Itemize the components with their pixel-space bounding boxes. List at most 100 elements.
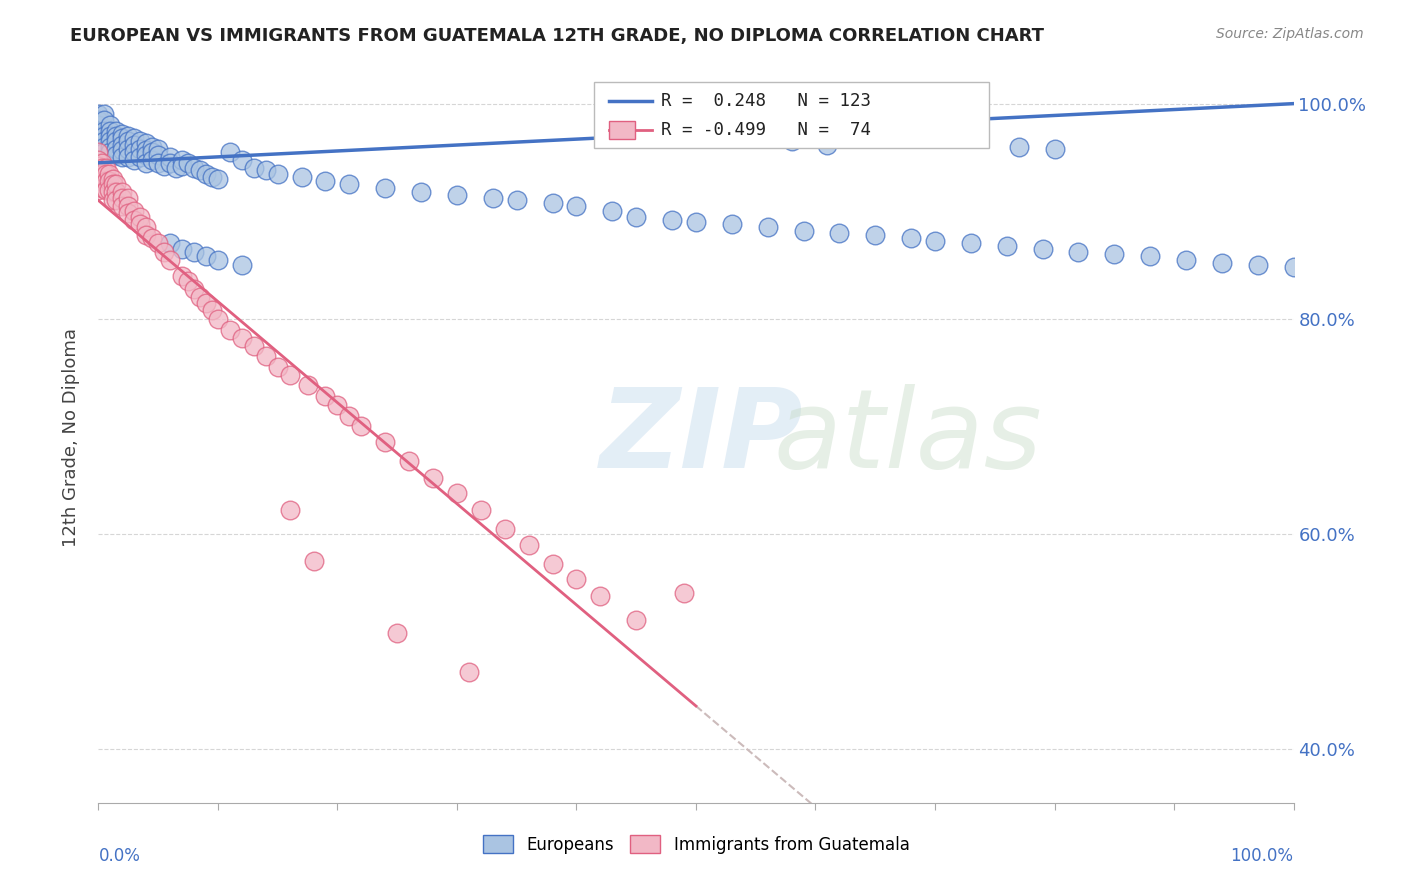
Point: [93, 112, 115, 127]
Point: [721, 217, 744, 231]
Point: [124, 137, 146, 152]
Point: [900, 231, 922, 245]
Point: [91, 174, 114, 188]
Point: [374, 435, 396, 450]
Point: [124, 145, 146, 159]
Point: [602, 204, 624, 219]
Point: [565, 199, 588, 213]
Point: [148, 148, 170, 162]
Point: [98, 183, 121, 197]
Point: [94, 161, 117, 176]
Point: [129, 217, 152, 231]
Point: [135, 136, 157, 151]
Point: [172, 153, 194, 167]
Point: [1139, 249, 1161, 263]
Point: [278, 503, 301, 517]
Point: [183, 161, 205, 176]
Point: [117, 142, 139, 156]
Point: [172, 159, 194, 173]
Point: [1211, 256, 1233, 270]
Point: [87, 107, 110, 121]
Text: 100.0%: 100.0%: [1230, 847, 1294, 864]
Point: [98, 118, 122, 132]
Point: [91, 180, 114, 194]
Point: [195, 295, 218, 310]
Point: [87, 134, 110, 148]
Point: [93, 145, 115, 159]
Point: [135, 143, 157, 157]
Point: [148, 142, 170, 156]
Point: [565, 572, 588, 586]
Text: ZIP: ZIP: [600, 384, 804, 491]
Point: [219, 322, 242, 336]
Point: [159, 252, 181, 267]
Point: [111, 137, 134, 152]
Point: [117, 128, 139, 143]
Text: 0.0%: 0.0%: [98, 847, 141, 864]
Point: [780, 134, 803, 148]
Point: [219, 145, 242, 159]
Text: atlas: atlas: [773, 384, 1042, 491]
Legend: Europeans, Immigrants from Guatemala: Europeans, Immigrants from Guatemala: [475, 829, 917, 860]
Point: [141, 153, 163, 167]
Point: [148, 236, 170, 251]
Point: [111, 127, 134, 141]
Point: [207, 172, 229, 186]
Point: [231, 331, 253, 345]
Point: [815, 137, 838, 152]
Point: [98, 134, 122, 148]
Point: [87, 123, 110, 137]
Point: [87, 145, 110, 159]
FancyBboxPatch shape: [595, 82, 988, 148]
Point: [87, 153, 110, 167]
Point: [135, 220, 157, 235]
Point: [148, 155, 170, 169]
Point: [111, 185, 134, 199]
Point: [267, 167, 290, 181]
Point: [195, 167, 218, 181]
Point: [756, 220, 779, 235]
Point: [87, 183, 110, 197]
Point: [231, 153, 253, 167]
Point: [93, 123, 115, 137]
Point: [172, 268, 194, 283]
Point: [111, 150, 134, 164]
Point: [111, 191, 134, 205]
Point: [1067, 245, 1090, 260]
Point: [93, 139, 115, 153]
Point: [291, 169, 314, 184]
Point: [105, 123, 128, 137]
Point: [458, 665, 481, 679]
Point: [183, 282, 205, 296]
Point: [129, 142, 152, 156]
Point: [98, 174, 121, 188]
Point: [1247, 258, 1270, 272]
Point: [91, 167, 114, 181]
Point: [91, 161, 114, 176]
Point: [254, 163, 277, 178]
Point: [315, 389, 337, 403]
Text: EUROPEAN VS IMMIGRANTS FROM GUATEMALA 12TH GRADE, NO DIPLOMA CORRELATION CHART: EUROPEAN VS IMMIGRANTS FROM GUATEMALA 12…: [70, 27, 1045, 45]
Point: [94, 167, 117, 181]
Point: [339, 409, 361, 423]
Point: [1032, 242, 1054, 256]
Point: [124, 204, 146, 219]
Point: [87, 128, 110, 143]
Point: [793, 223, 815, 237]
Point: [446, 188, 468, 202]
Point: [589, 589, 612, 603]
Point: [177, 155, 200, 169]
Point: [398, 454, 420, 468]
Point: [207, 311, 229, 326]
Point: [350, 419, 373, 434]
Point: [254, 350, 277, 364]
Point: [422, 471, 444, 485]
Point: [1104, 247, 1126, 261]
Point: [267, 360, 290, 375]
Point: [1282, 260, 1305, 274]
Point: [995, 238, 1018, 252]
Point: [159, 150, 181, 164]
Point: [135, 155, 157, 169]
Point: [105, 194, 128, 208]
Point: [541, 557, 564, 571]
